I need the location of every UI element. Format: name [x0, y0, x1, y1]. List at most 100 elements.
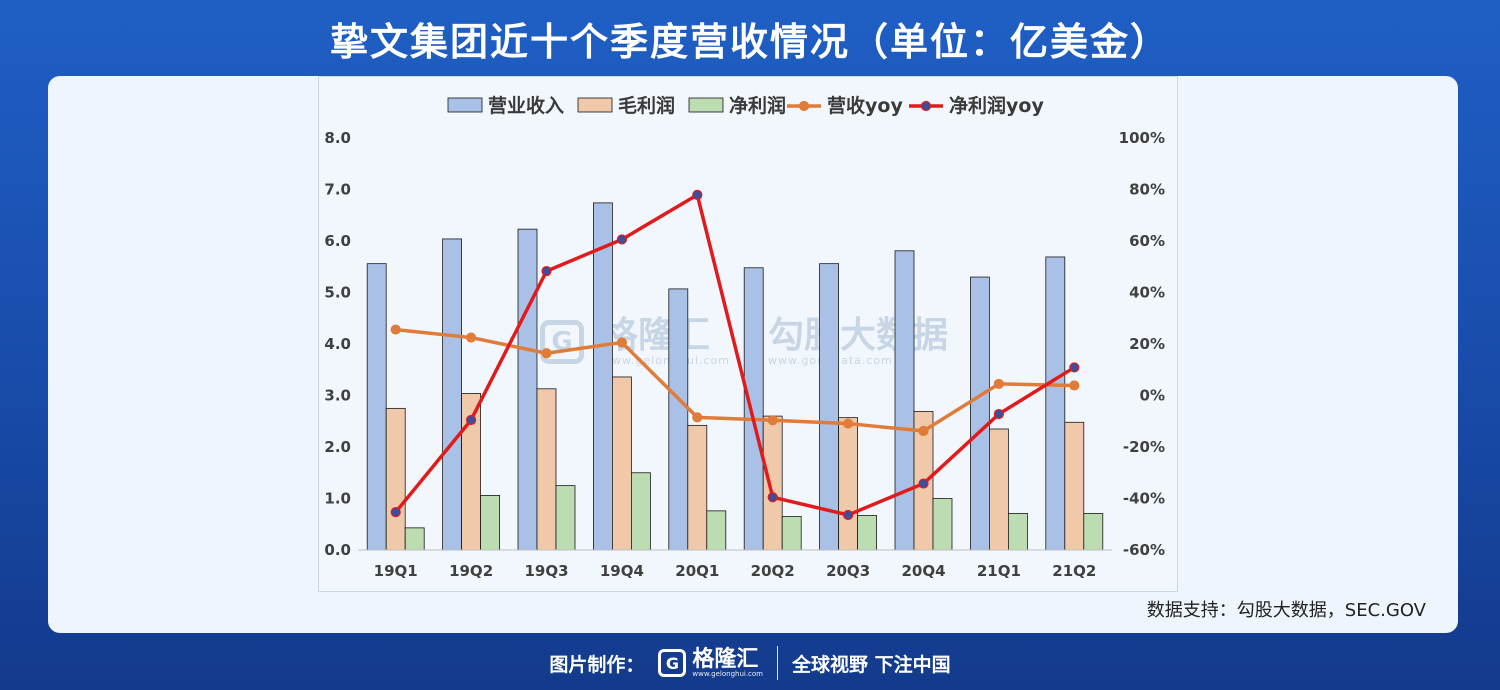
footer-divider — [777, 646, 778, 680]
footer-logo[interactable]: G 格隆汇 www.gelonghui.com — [658, 646, 763, 678]
footer-logo-icon: G — [658, 649, 687, 677]
legend-swatch — [577, 97, 613, 113]
bar-gross-profit — [762, 415, 783, 551]
footer-slogan: 全球视野 下注中国 — [792, 653, 951, 676]
bar-gross-profit — [838, 417, 858, 551]
legend-item: 净利润yoy — [909, 94, 1044, 117]
x-tick-label: 20Q4 — [901, 562, 945, 580]
y-left-tick-label: 6.0 — [324, 232, 351, 250]
bar-gross-profit — [687, 424, 708, 551]
bar-net-profit — [932, 498, 953, 551]
bar-revenue — [517, 228, 538, 551]
point-net-profit-yoy — [767, 492, 778, 503]
point-revenue-yoy — [842, 418, 854, 429]
y-left-tick-label: 8.0 — [324, 129, 351, 147]
legend-marker — [920, 100, 932, 112]
bar-net-profit — [857, 515, 877, 551]
bar-net-profit — [706, 510, 727, 551]
point-net-profit-yoy — [541, 266, 552, 277]
point-net-profit-yoy — [390, 507, 401, 518]
footer-made-by: 图片制作： — [549, 653, 645, 676]
legend-item: 营业收入 — [447, 94, 564, 117]
bar-revenue — [1045, 256, 1066, 551]
legend-item: 毛利润 — [577, 94, 675, 117]
bar-revenue — [668, 288, 689, 551]
x-tick-label: 21Q1 — [977, 562, 1021, 580]
bar-revenue — [442, 238, 463, 551]
y-left-axis: 0.0 1.0 2.0 3.0 4.0 5.0 6.0 7.0 8.0 — [324, 129, 351, 559]
y-left-tick-label: 1.0 — [324, 490, 351, 508]
bar-gross-profit — [385, 407, 406, 551]
point-revenue-yoy — [390, 324, 401, 335]
bar-gross-profit — [536, 388, 557, 551]
point-revenue-yoy — [692, 412, 703, 423]
line-net-profit-yoy — [394, 193, 1076, 517]
y-right-tick-label: -60% — [1123, 541, 1165, 559]
y-right-tick-label: 80% — [1129, 181, 1165, 199]
legend-item: 净利润 — [688, 94, 786, 117]
point-revenue-yoy — [993, 378, 1005, 390]
y-left-tick-label: 4.0 — [324, 335, 351, 353]
bar-net-profit — [631, 472, 651, 551]
page-title: 挚文集团近十个季度营收情况（单位：亿美金） — [329, 19, 1170, 64]
point-net-profit-yoy — [692, 189, 703, 201]
bar-revenue — [593, 202, 613, 551]
y-left-tick-label: 5.0 — [324, 284, 351, 302]
x-tick-label: 19Q3 — [524, 562, 568, 580]
bar-gross-profit — [989, 428, 1009, 551]
x-tick-label: 20Q3 — [826, 562, 870, 580]
y-right-tick-label: 100% — [1119, 129, 1165, 147]
point-revenue-yoy — [1069, 380, 1080, 391]
point-net-profit-yoy — [616, 234, 628, 245]
bar-net-profit — [404, 527, 425, 551]
watermark-brand: 格隆汇 — [602, 315, 711, 357]
legend-label: 毛利润 — [618, 94, 675, 117]
legend-swatch — [447, 97, 483, 113]
x-tick-label: 20Q1 — [675, 562, 719, 580]
point-revenue-yoy — [616, 337, 628, 348]
y-right-tick-label: 20% — [1129, 335, 1165, 353]
bar-gross-profit — [1064, 421, 1085, 551]
y-left-tick-label: 3.0 — [324, 387, 351, 405]
bar-net-profit — [480, 495, 501, 551]
bar-revenue — [819, 263, 839, 551]
bar-series — [366, 202, 1104, 551]
y-right-tick-label: 0% — [1140, 387, 1165, 405]
bar-net-profit — [1008, 513, 1028, 551]
x-tick-label: 20Q2 — [751, 562, 795, 580]
watermark-brand-url: www.gelonghui.com — [602, 354, 730, 368]
y-right-tick-label: -40% — [1123, 490, 1165, 508]
watermark-partner: 勾股大数据 — [767, 315, 948, 357]
point-net-profit-yoy — [466, 414, 477, 426]
y-right-tick-label: 60% — [1129, 232, 1165, 250]
y-left-tick-label: 0.0 — [324, 541, 351, 559]
bar-net-profit — [555, 485, 576, 551]
legend-item: 营收yoy — [787, 94, 903, 117]
point-revenue-yoy — [767, 415, 778, 426]
legend-label: 营收yoy — [827, 94, 903, 117]
point-net-profit-yoy — [993, 408, 1005, 420]
bar-revenue — [366, 263, 387, 551]
bar-net-profit — [781, 516, 802, 551]
y-left-tick-label: 7.0 — [324, 181, 351, 199]
bar-gross-profit — [612, 376, 632, 551]
x-tick-label: 21Q2 — [1052, 562, 1096, 580]
point-net-profit-yoy — [918, 478, 929, 489]
legend-label: 营业收入 — [488, 94, 564, 117]
footer-brand-url: www.gelonghui.com — [692, 669, 763, 678]
point-revenue-yoy — [918, 425, 929, 437]
x-tick-label: 19Q2 — [449, 562, 493, 580]
footer-brand: 格隆汇 — [692, 646, 759, 672]
point-net-profit-yoy — [842, 509, 854, 521]
point-revenue-yoy — [541, 348, 552, 359]
bar-revenue — [970, 276, 990, 551]
y-right-tick-label: -20% — [1123, 438, 1165, 456]
x-tick-label: 19Q1 — [374, 562, 418, 580]
y-right-axis: -60% -40% -20% 0% 20% 40% 60% 80% 100% — [1119, 129, 1165, 559]
point-net-profit-yoy — [1069, 362, 1080, 373]
legend-label: 净利润yoy — [949, 94, 1044, 117]
bar-net-profit — [1083, 513, 1104, 551]
legend-swatch — [688, 97, 724, 113]
y-right-tick-label: 40% — [1129, 284, 1165, 302]
